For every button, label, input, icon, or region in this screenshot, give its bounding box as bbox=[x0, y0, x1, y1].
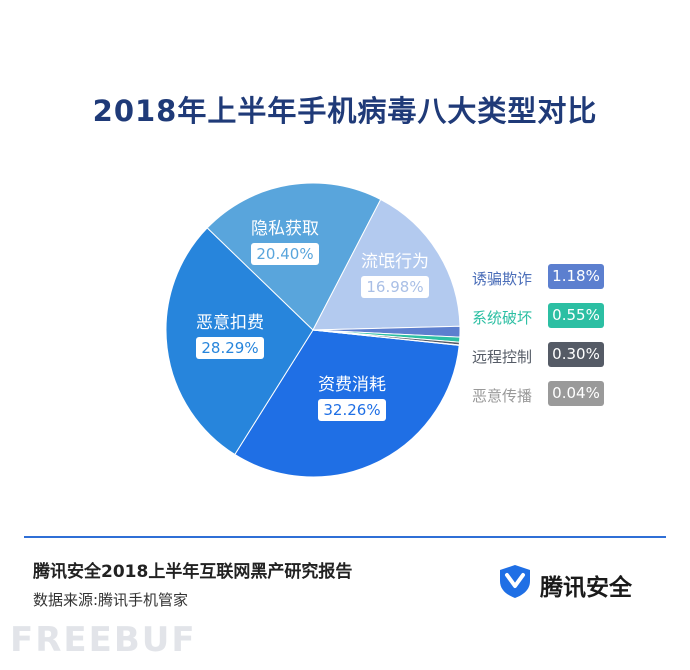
legend-name: 系统破坏 bbox=[472, 309, 533, 327]
legend-badge: 0.55% bbox=[548, 303, 604, 328]
watermark: FREEBUF bbox=[10, 620, 197, 660]
data-source: 数据来源:腾讯手机管家 bbox=[33, 591, 189, 609]
slice-name: 恶意扣费 bbox=[196, 313, 264, 333]
legend-badge: 0.30% bbox=[548, 342, 604, 367]
legend-name: 远程控制 bbox=[472, 348, 533, 366]
legend-name: 恶意传播 bbox=[472, 387, 533, 405]
legend-name: 诱骗欺诈 bbox=[472, 270, 533, 288]
slice-label-恶意扣费: 恶意扣费 28.29% bbox=[190, 312, 270, 359]
report-title: 腾讯安全2018上半年互联网黑产研究报告 bbox=[33, 562, 353, 582]
footer-divider bbox=[24, 536, 666, 538]
slice-label-流氓行为: 流氓行为 16.98% bbox=[355, 251, 435, 298]
slice-percent: 32.26% bbox=[318, 399, 386, 421]
legend-badge: 0.04% bbox=[548, 381, 604, 406]
shield-logo-icon bbox=[500, 565, 530, 598]
slice-name: 隐私获取 bbox=[251, 219, 319, 239]
slice-name: 资费消耗 bbox=[318, 375, 386, 395]
slice-percent: 16.98% bbox=[361, 276, 429, 298]
pie-slice-恶意传播 bbox=[312, 329, 460, 346]
slice-label-资费消耗: 资费消耗 32.26% bbox=[312, 374, 392, 421]
chart-title: 2018年上半年手机病毒八大类型对比 bbox=[92, 94, 598, 128]
brand-name: 腾讯安全 bbox=[540, 575, 632, 601]
legend-badge: 1.18% bbox=[548, 264, 604, 289]
slice-percent: 28.29% bbox=[196, 337, 264, 359]
slice-label-隐私获取: 隐私获取 20.40% bbox=[245, 218, 325, 265]
slice-percent: 20.40% bbox=[251, 243, 319, 265]
slice-name: 流氓行为 bbox=[361, 252, 429, 272]
brand: 腾讯安全 bbox=[496, 562, 666, 602]
